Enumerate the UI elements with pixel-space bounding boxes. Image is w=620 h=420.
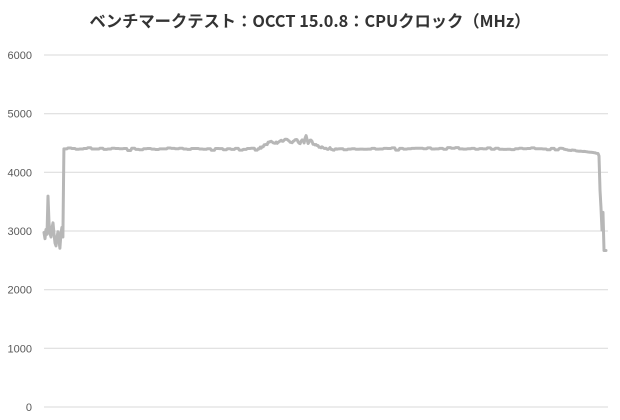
- svg-text:3000: 3000: [8, 226, 32, 238]
- svg-text:0: 0: [26, 402, 32, 414]
- svg-text:2000: 2000: [8, 285, 32, 297]
- svg-text:6000: 6000: [8, 50, 32, 62]
- svg-text:4000: 4000: [8, 167, 32, 179]
- svg-text:1000: 1000: [8, 343, 32, 355]
- svg-text:5000: 5000: [8, 109, 32, 121]
